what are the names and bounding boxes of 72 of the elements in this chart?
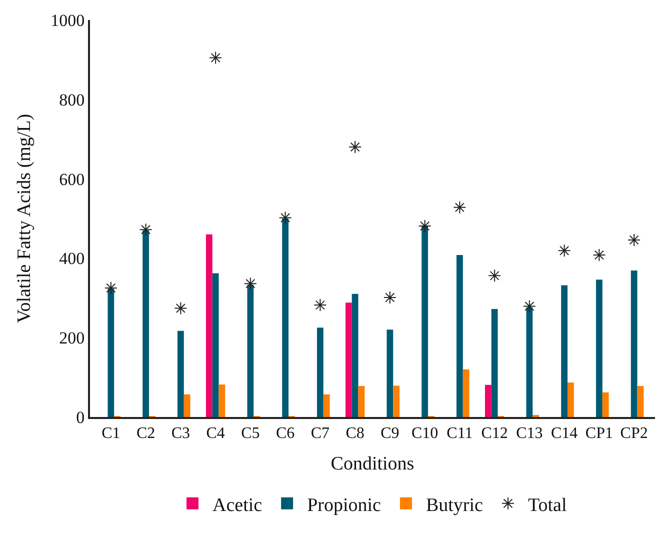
bar [568, 382, 574, 417]
bar [323, 394, 330, 417]
bar [637, 386, 644, 417]
bar [316, 328, 324, 417]
bar [184, 394, 190, 417]
point [418, 220, 432, 233]
x-tick-label: C3 [171, 425, 190, 442]
bar [212, 273, 219, 417]
bar [422, 226, 428, 417]
bar [484, 384, 492, 417]
x-tick-label: C12 [481, 425, 508, 442]
x-tick-label: C9 [380, 425, 400, 442]
bar [386, 330, 394, 417]
y-tick-label: 200 [59, 328, 85, 348]
point [244, 277, 257, 290]
legend-label: Total [528, 494, 567, 516]
bar [218, 384, 226, 417]
bar [206, 234, 212, 417]
y-tick-label: 400 [59, 249, 85, 268]
bar [142, 230, 149, 417]
x-tick-label: C7 [310, 425, 330, 442]
x-tick-label: CP2 [620, 425, 648, 442]
x-tick-label: C5 [241, 425, 260, 442]
bar [352, 294, 358, 417]
point [104, 281, 118, 294]
point [488, 269, 502, 282]
point [592, 248, 606, 262]
bar [526, 307, 533, 417]
point [174, 302, 188, 315]
point [558, 244, 571, 258]
x-tick-label: C1 [102, 425, 120, 442]
y-tick-label: 800 [59, 90, 85, 110]
legend-label: Propionic [307, 494, 381, 516]
x-tick-label: C10 [411, 425, 438, 442]
x-tick-label: C4 [206, 425, 225, 442]
point [278, 211, 292, 224]
y-axis-title: Volatile Fatty Acids (mg/L) [14, 114, 35, 324]
y-tick-label: 1000 [50, 10, 85, 30]
legend-label: Butyric [426, 494, 483, 516]
x-axis-title: Conditions [330, 454, 414, 474]
point [453, 200, 466, 214]
point [522, 300, 536, 313]
legend-label: Acetic [212, 494, 262, 516]
x-tick-label: C13 [516, 425, 543, 442]
bar [561, 285, 568, 417]
y-tick-label: 0 [76, 408, 85, 427]
x-tick-label: C11 [446, 425, 473, 442]
x-tick-label: C8 [346, 425, 364, 442]
bar [630, 270, 638, 417]
bar [456, 255, 463, 417]
bar [108, 288, 114, 417]
bar [345, 302, 352, 417]
x-tick-label: C6 [276, 425, 295, 442]
point [348, 140, 362, 154]
x-tick-label: C14 [550, 425, 578, 442]
point [314, 298, 327, 312]
point [139, 223, 152, 236]
bar [462, 369, 470, 417]
bar [358, 386, 365, 417]
point [628, 233, 641, 246]
bar [247, 284, 254, 417]
point [383, 291, 396, 304]
bar [282, 218, 289, 417]
bar [177, 330, 184, 417]
x-tick-label: C2 [136, 425, 156, 442]
x-tick-label: CP1 [585, 425, 613, 442]
bar [393, 386, 400, 417]
bar [596, 280, 602, 417]
y-tick-label: 600 [59, 170, 85, 189]
bar [602, 392, 609, 417]
bar [491, 309, 498, 417]
point [209, 51, 222, 64]
